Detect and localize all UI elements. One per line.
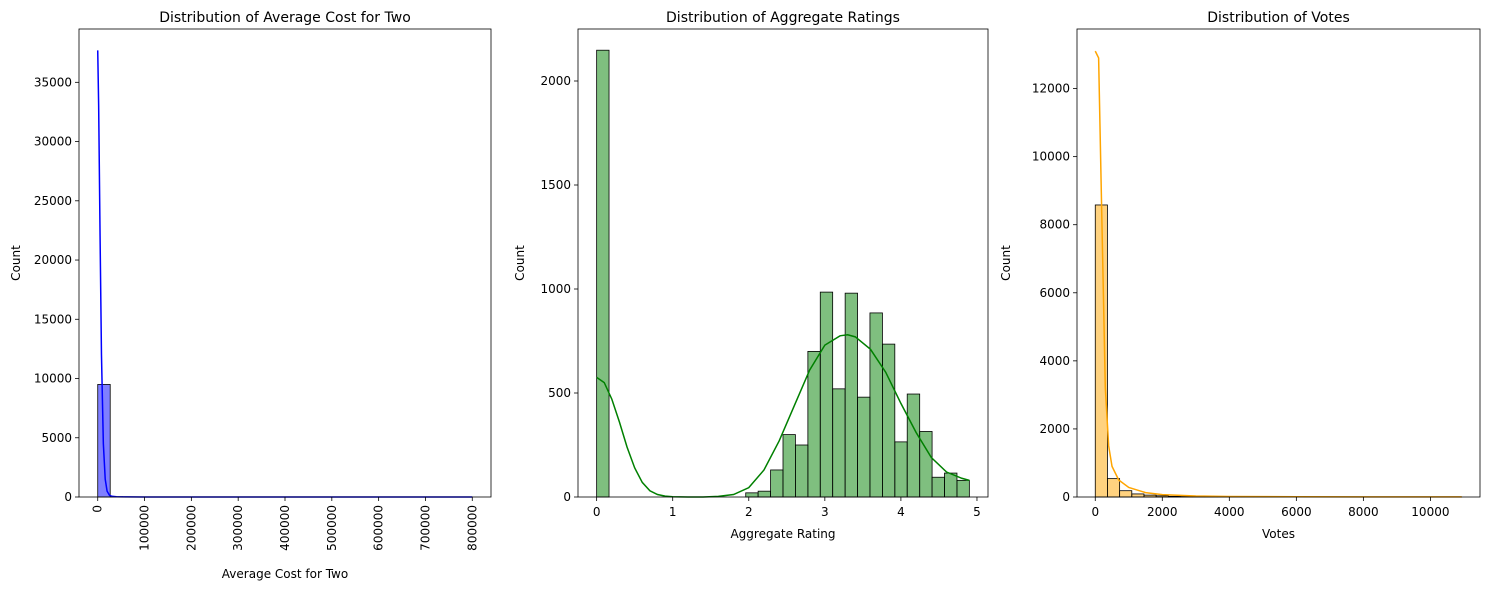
rating-bar bbox=[783, 435, 795, 497]
rating-histogram-panel: 0 1 2 3 4 5 0 500 1000 1500 2000 Distribution of … bbox=[513, 10, 988, 541]
cost-x-ticks: 0 100000 200000 300000 400000 500000 600000 700… bbox=[91, 497, 480, 551]
cost-y-tick-label: 30000 bbox=[34, 135, 72, 149]
rating-x-tick-label: 2 bbox=[745, 505, 753, 519]
cost-y-tick-label: 15000 bbox=[34, 312, 72, 326]
votes-x-tick-label: 0 bbox=[1091, 505, 1099, 519]
rating-y-tick-label: 2000 bbox=[540, 74, 571, 88]
rating-x-tick-label: 5 bbox=[973, 505, 981, 519]
votes-bars bbox=[1095, 205, 1461, 497]
votes-x-tick-label: 2000 bbox=[1147, 505, 1178, 519]
rating-y-tick-label: 1500 bbox=[540, 178, 571, 192]
cost-x-tick-label: 700000 bbox=[418, 505, 432, 551]
votes-y-ticks: 0 2000 4000 6000 8000 10000 12000 bbox=[1032, 82, 1077, 504]
votes-kde-line bbox=[1095, 51, 1461, 497]
cost-chart-title: Distribution of Average Cost for Two bbox=[159, 10, 411, 26]
cost-y-tick-label: 35000 bbox=[34, 75, 72, 89]
rating-y-tick-label: 1000 bbox=[540, 282, 571, 296]
rating-x-tick-label: 3 bbox=[821, 505, 829, 519]
rating-bar bbox=[895, 442, 907, 497]
rating-y-axis-label: Count bbox=[513, 245, 527, 281]
rating-bar bbox=[845, 293, 857, 497]
rating-chart-title: Distribution of Aggregate Ratings bbox=[666, 10, 900, 26]
cost-y-ticks: 0 5000 10000 15000 20000 25000 30000 35000 bbox=[34, 75, 79, 504]
rating-bar bbox=[932, 477, 944, 497]
rating-bar bbox=[758, 491, 770, 497]
rating-bar bbox=[944, 473, 956, 497]
votes-y-tick-label: 6000 bbox=[1039, 286, 1070, 300]
rating-bar bbox=[795, 445, 807, 497]
rating-x-axis-label: Aggregate Rating bbox=[730, 527, 835, 541]
cost-x-tick-label: 500000 bbox=[325, 505, 339, 551]
votes-y-tick-label: 10000 bbox=[1032, 150, 1070, 164]
votes-bar bbox=[1120, 491, 1132, 497]
votes-chart-title: Distribution of Votes bbox=[1207, 10, 1350, 26]
rating-x-tick-label: 0 bbox=[593, 505, 601, 519]
rating-bar bbox=[833, 389, 845, 497]
rating-x-ticks: 0 1 2 3 4 5 bbox=[593, 497, 981, 519]
votes-x-tick-label: 10000 bbox=[1411, 505, 1449, 519]
rating-bars bbox=[597, 50, 970, 497]
rating-bar bbox=[907, 394, 919, 497]
votes-x-tick-label: 4000 bbox=[1214, 505, 1245, 519]
rating-x-tick-label: 1 bbox=[669, 505, 677, 519]
cost-x-tick-label: 200000 bbox=[184, 505, 198, 551]
cost-y-tick-label: 0 bbox=[64, 490, 72, 504]
rating-bar bbox=[808, 351, 820, 497]
votes-axes-frame bbox=[1077, 29, 1480, 497]
cost-x-tick-label: 100000 bbox=[138, 505, 152, 551]
cost-x-tick-label: 800000 bbox=[465, 505, 479, 551]
votes-x-ticks: 0 2000 4000 6000 8000 10000 bbox=[1091, 497, 1449, 519]
rating-bar bbox=[870, 313, 882, 497]
votes-bar bbox=[1132, 494, 1144, 497]
rating-bar bbox=[858, 397, 870, 497]
votes-y-tick-label: 0 bbox=[1062, 490, 1070, 504]
votes-bar bbox=[1095, 205, 1107, 497]
votes-y-tick-label: 8000 bbox=[1039, 218, 1070, 232]
cost-x-tick-label: 300000 bbox=[231, 505, 245, 551]
votes-x-axis-label: Votes bbox=[1262, 527, 1295, 541]
rating-bar bbox=[746, 493, 758, 497]
votes-x-tick-label: 6000 bbox=[1281, 505, 1312, 519]
rating-y-tick-label: 0 bbox=[563, 490, 571, 504]
votes-bar bbox=[1107, 479, 1119, 497]
rating-bar bbox=[597, 50, 609, 497]
cost-axes-frame bbox=[79, 29, 491, 497]
cost-y-tick-label: 10000 bbox=[34, 372, 72, 386]
votes-y-axis-label: Count bbox=[999, 245, 1013, 281]
cost-x-tick-label: 0 bbox=[91, 505, 105, 513]
rating-bar bbox=[882, 344, 894, 497]
votes-x-tick-label: 8000 bbox=[1348, 505, 1379, 519]
cost-x-tick-label: 400000 bbox=[278, 505, 292, 551]
cost-y-axis-label: Count bbox=[9, 245, 23, 281]
votes-histogram-panel: 0 2000 4000 6000 8000 10000 0 2000 4000 6000 8000… bbox=[999, 10, 1480, 541]
rating-bar bbox=[957, 480, 969, 497]
cost-x-tick-label: 600000 bbox=[372, 505, 386, 551]
cost-bars bbox=[98, 384, 473, 497]
cost-kde-line bbox=[98, 50, 473, 497]
cost-x-axis-label: Average Cost for Two bbox=[222, 567, 348, 581]
cost-y-tick-label: 25000 bbox=[34, 194, 72, 208]
votes-y-tick-label: 4000 bbox=[1039, 354, 1070, 368]
votes-y-tick-label: 2000 bbox=[1039, 422, 1070, 436]
rating-x-tick-label: 4 bbox=[897, 505, 905, 519]
rating-bar bbox=[771, 470, 783, 497]
rating-axes-frame bbox=[578, 29, 988, 497]
votes-y-tick-label: 12000 bbox=[1032, 82, 1070, 96]
rating-y-tick-label: 500 bbox=[548, 386, 571, 400]
cost-y-tick-label: 20000 bbox=[34, 253, 72, 267]
cost-y-tick-label: 5000 bbox=[41, 431, 72, 445]
rating-y-ticks: 0 500 1000 1500 2000 bbox=[540, 74, 578, 504]
rating-bar bbox=[820, 292, 832, 497]
